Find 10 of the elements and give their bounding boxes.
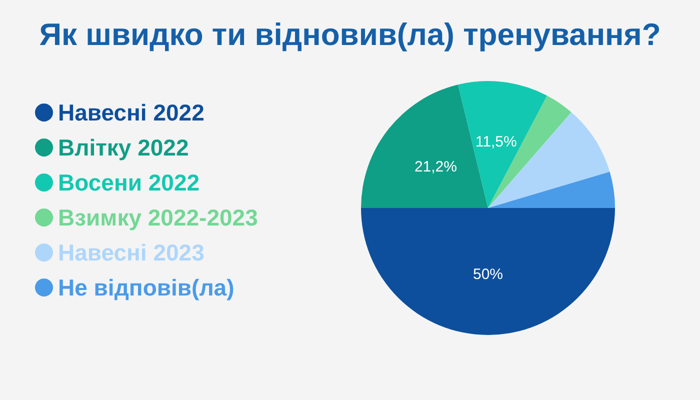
legend-label: Не відповів(ла) bbox=[58, 274, 234, 300]
legend-label: Навесні 2022 bbox=[58, 100, 204, 126]
data-label: 50% bbox=[472, 266, 504, 283]
legend-label: Навесні 2023 bbox=[58, 240, 204, 266]
chart-title: Як швидко ти відновив(ла) тренування? bbox=[39, 17, 661, 52]
legend-label: Взимку 2022-2023 bbox=[58, 204, 258, 230]
legend-label: Восени 2022 bbox=[58, 170, 200, 196]
data-label: 21,2% bbox=[414, 158, 457, 176]
data-label: 11,5% bbox=[475, 134, 517, 150]
legend-label: Влітку 2022 bbox=[58, 134, 189, 160]
